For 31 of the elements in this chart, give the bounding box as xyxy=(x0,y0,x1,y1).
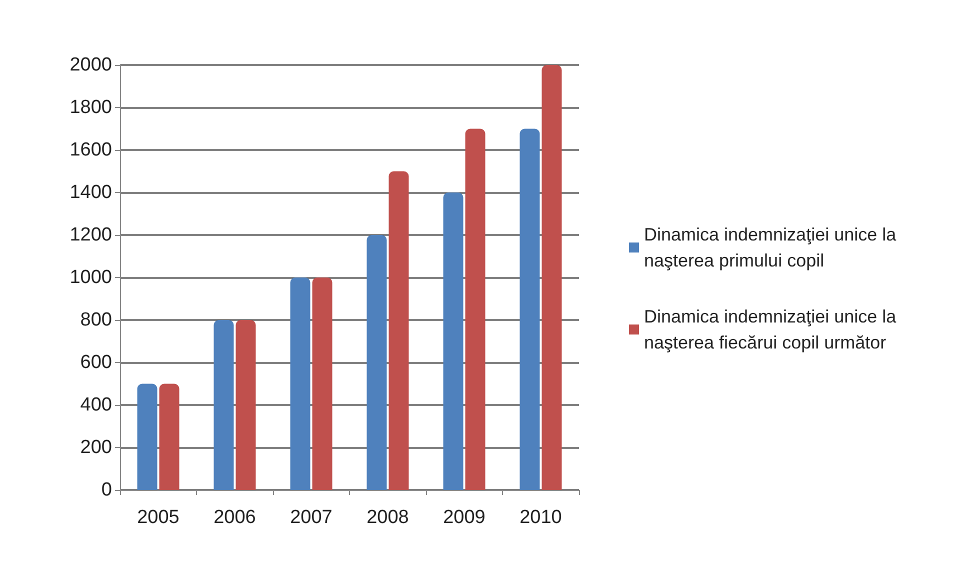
bar xyxy=(236,320,256,490)
y-tick-label: 600 xyxy=(80,352,112,373)
bar xyxy=(366,235,387,490)
x-tick-label: 2009 xyxy=(443,507,486,528)
legend-label: Dinamica indemnizaţiei unice la naşterea primului copil xyxy=(644,224,902,270)
bar xyxy=(465,128,486,490)
x-tick-label: 2010 xyxy=(520,507,562,528)
bar xyxy=(159,384,180,490)
y-tick-label: 1400 xyxy=(70,182,112,203)
y-tick-label: 1200 xyxy=(70,224,112,246)
bar xyxy=(542,65,562,490)
y-tick-label: 0 xyxy=(101,480,112,500)
x-tick-label: 2005 xyxy=(137,507,180,528)
y-tick-label: 200 xyxy=(80,437,112,458)
y-tick-label: 2000 xyxy=(70,54,112,76)
x-tick-label: 2006 xyxy=(214,507,256,528)
y-tick-label: 1600 xyxy=(70,140,112,160)
legend-label: Dinamica indemnizaţiei unice la naşterea fiecărui copil următor xyxy=(644,306,902,352)
bar xyxy=(520,128,540,490)
x-tick-label: 2008 xyxy=(366,507,409,528)
y-tick-label: 1000 xyxy=(70,267,112,288)
bar xyxy=(312,278,332,490)
y-tick-label: 400 xyxy=(80,394,112,416)
bar xyxy=(137,384,158,490)
x-tick-label: 2007 xyxy=(290,507,332,528)
bar xyxy=(388,171,409,490)
bar xyxy=(443,192,464,490)
bar xyxy=(290,278,310,490)
y-tick-label: 1800 xyxy=(70,97,112,118)
y-tick-label: 800 xyxy=(80,310,112,330)
bar xyxy=(214,320,234,490)
